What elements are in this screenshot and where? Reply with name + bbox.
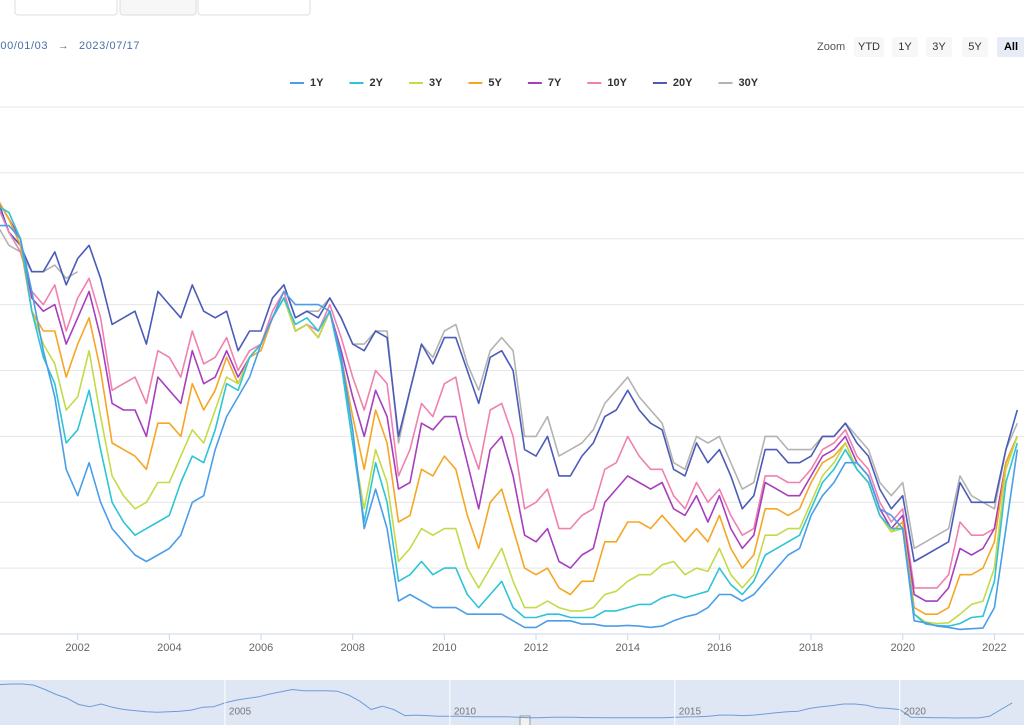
- tab[interactable]: [197, 0, 311, 16]
- navigator-selection[interactable]: [0, 680, 1024, 725]
- series-line: [0, 206, 1019, 625]
- zoom-button[interactable]: [997, 37, 1024, 57]
- series-line: [0, 203, 1019, 563]
- x-tick-label: 2014: [615, 642, 639, 654]
- zoom-button-label[interactable]: 3Y: [932, 41, 946, 53]
- zoom-button[interactable]: [854, 37, 884, 57]
- range-start: 2000/01/03: [0, 40, 48, 52]
- zoom-button[interactable]: [892, 37, 918, 57]
- zoom-label: Zoom: [817, 41, 845, 53]
- legend-label[interactable]: 5Y: [488, 77, 502, 89]
- legend-label[interactable]: 3Y: [429, 77, 443, 89]
- zoom-button-label[interactable]: All: [1004, 41, 1018, 53]
- zoom-button-label[interactable]: YTD: [858, 41, 880, 53]
- legend-label[interactable]: 2Y: [369, 77, 383, 89]
- series-line: [0, 209, 1019, 589]
- series-line: [0, 224, 1019, 631]
- x-tick-label: 2010: [432, 642, 456, 654]
- legend-label[interactable]: 20Y: [673, 77, 693, 89]
- series-line: [0, 206, 1019, 627]
- tab[interactable]: [14, 0, 118, 16]
- legend: 1Y 2Y 3Y 5Y 7Y 10Y 20Y 30Y: [290, 77, 759, 89]
- x-tick-label: 2012: [524, 642, 548, 654]
- x-tick-label: 2022: [982, 642, 1006, 654]
- navigator-tick-label: 2020: [904, 707, 927, 718]
- date-range: 2000/01/03 → 2023/07/17: [0, 40, 140, 52]
- zoom-button-label[interactable]: 5Y: [968, 41, 982, 53]
- zoom-button[interactable]: [962, 37, 988, 57]
- navigator-tick-label: 2015: [679, 707, 702, 718]
- navigator-tick-label: 2005: [229, 707, 252, 718]
- x-tick-label: 2018: [799, 642, 823, 654]
- navigator-line: [0, 683, 1013, 719]
- x-tick-label: 2002: [65, 642, 89, 654]
- x-tick-label: 2004: [157, 642, 181, 654]
- range-end: 2023/07/17: [79, 40, 140, 52]
- zoom-button-label[interactable]: 1Y: [898, 41, 912, 53]
- range-separator: →: [58, 40, 70, 52]
- legend-label[interactable]: 7Y: [548, 77, 562, 89]
- legend-label[interactable]: 1Y: [310, 77, 324, 89]
- series-line: [0, 201, 1019, 602]
- x-tick-label: 2016: [707, 642, 731, 654]
- x-tick-label: 2020: [890, 642, 914, 654]
- tab[interactable]: [119, 0, 197, 16]
- x-tick-label: 2008: [340, 642, 364, 654]
- navigator-handle[interactable]: [519, 715, 531, 725]
- zoom-button[interactable]: [926, 37, 952, 57]
- legend-label[interactable]: 10Y: [607, 77, 627, 89]
- legend-label[interactable]: 30Y: [739, 77, 759, 89]
- navigator-tick-label: 2010: [454, 707, 477, 718]
- x-tick-label: 2006: [249, 642, 273, 654]
